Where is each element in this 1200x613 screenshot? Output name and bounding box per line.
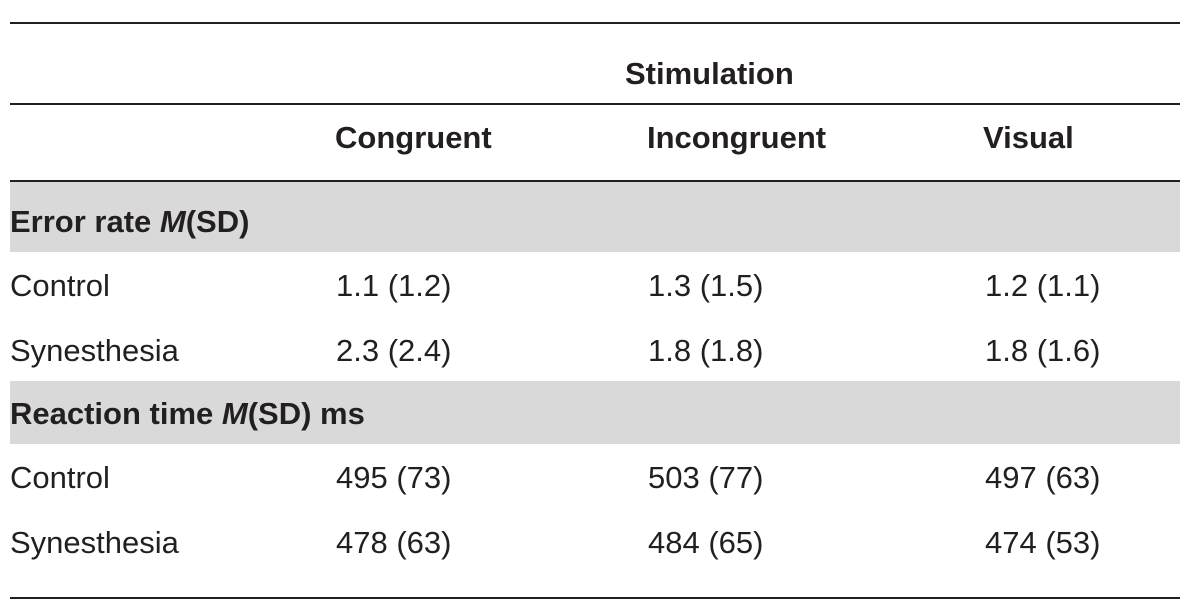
table-cell: 503 (77) <box>648 460 764 495</box>
section-band-reaction-time <box>10 381 1180 444</box>
group-header-rule <box>10 103 1180 105</box>
section-title-suffix: (SD) ms <box>247 396 365 431</box>
table-cell: 484 (65) <box>648 525 764 560</box>
section-title-prefix: Error rate <box>10 204 160 239</box>
table-cell: 478 (63) <box>336 525 452 560</box>
column-header-rule <box>10 180 1180 182</box>
section-title-italic: M <box>159 204 186 239</box>
table-cell: 1.1 (1.2) <box>336 268 452 303</box>
section-title-reaction-time: Reaction time M(SD) ms <box>10 396 365 432</box>
table-cell: 474 (53) <box>985 525 1101 560</box>
row-label: Synesthesia <box>10 525 179 560</box>
table-cell: 1.8 (1.8) <box>648 333 764 368</box>
bottom-rule <box>10 597 1180 599</box>
section-title-suffix: (SD) <box>185 204 250 239</box>
table-cell: 497 (63) <box>985 460 1101 495</box>
table-cell: 2.3 (2.4) <box>336 333 452 368</box>
section-title-prefix: Reaction time <box>10 396 222 431</box>
section-title-error-rate: Error rate M(SD) <box>10 204 249 240</box>
section-title-italic: M <box>221 396 248 431</box>
top-rule <box>10 22 1180 24</box>
column-header-visual: Visual <box>983 120 1074 155</box>
table-cell: 1.8 (1.6) <box>985 333 1101 368</box>
column-header-incongruent: Incongruent <box>647 120 827 155</box>
row-label: Control <box>10 268 110 303</box>
data-table: Stimulation Congruent Incongruent Visual… <box>10 0 1180 613</box>
table-cell: 495 (73) <box>336 460 452 495</box>
row-label: Synesthesia <box>10 333 179 368</box>
column-header-congruent: Congruent <box>335 120 492 155</box>
section-band-error-rate <box>10 182 1180 252</box>
row-label: Control <box>10 460 110 495</box>
table-cell: 1.3 (1.5) <box>648 268 764 303</box>
group-header-stimulation: Stimulation <box>625 56 794 91</box>
table-cell: 1.2 (1.1) <box>985 268 1101 303</box>
